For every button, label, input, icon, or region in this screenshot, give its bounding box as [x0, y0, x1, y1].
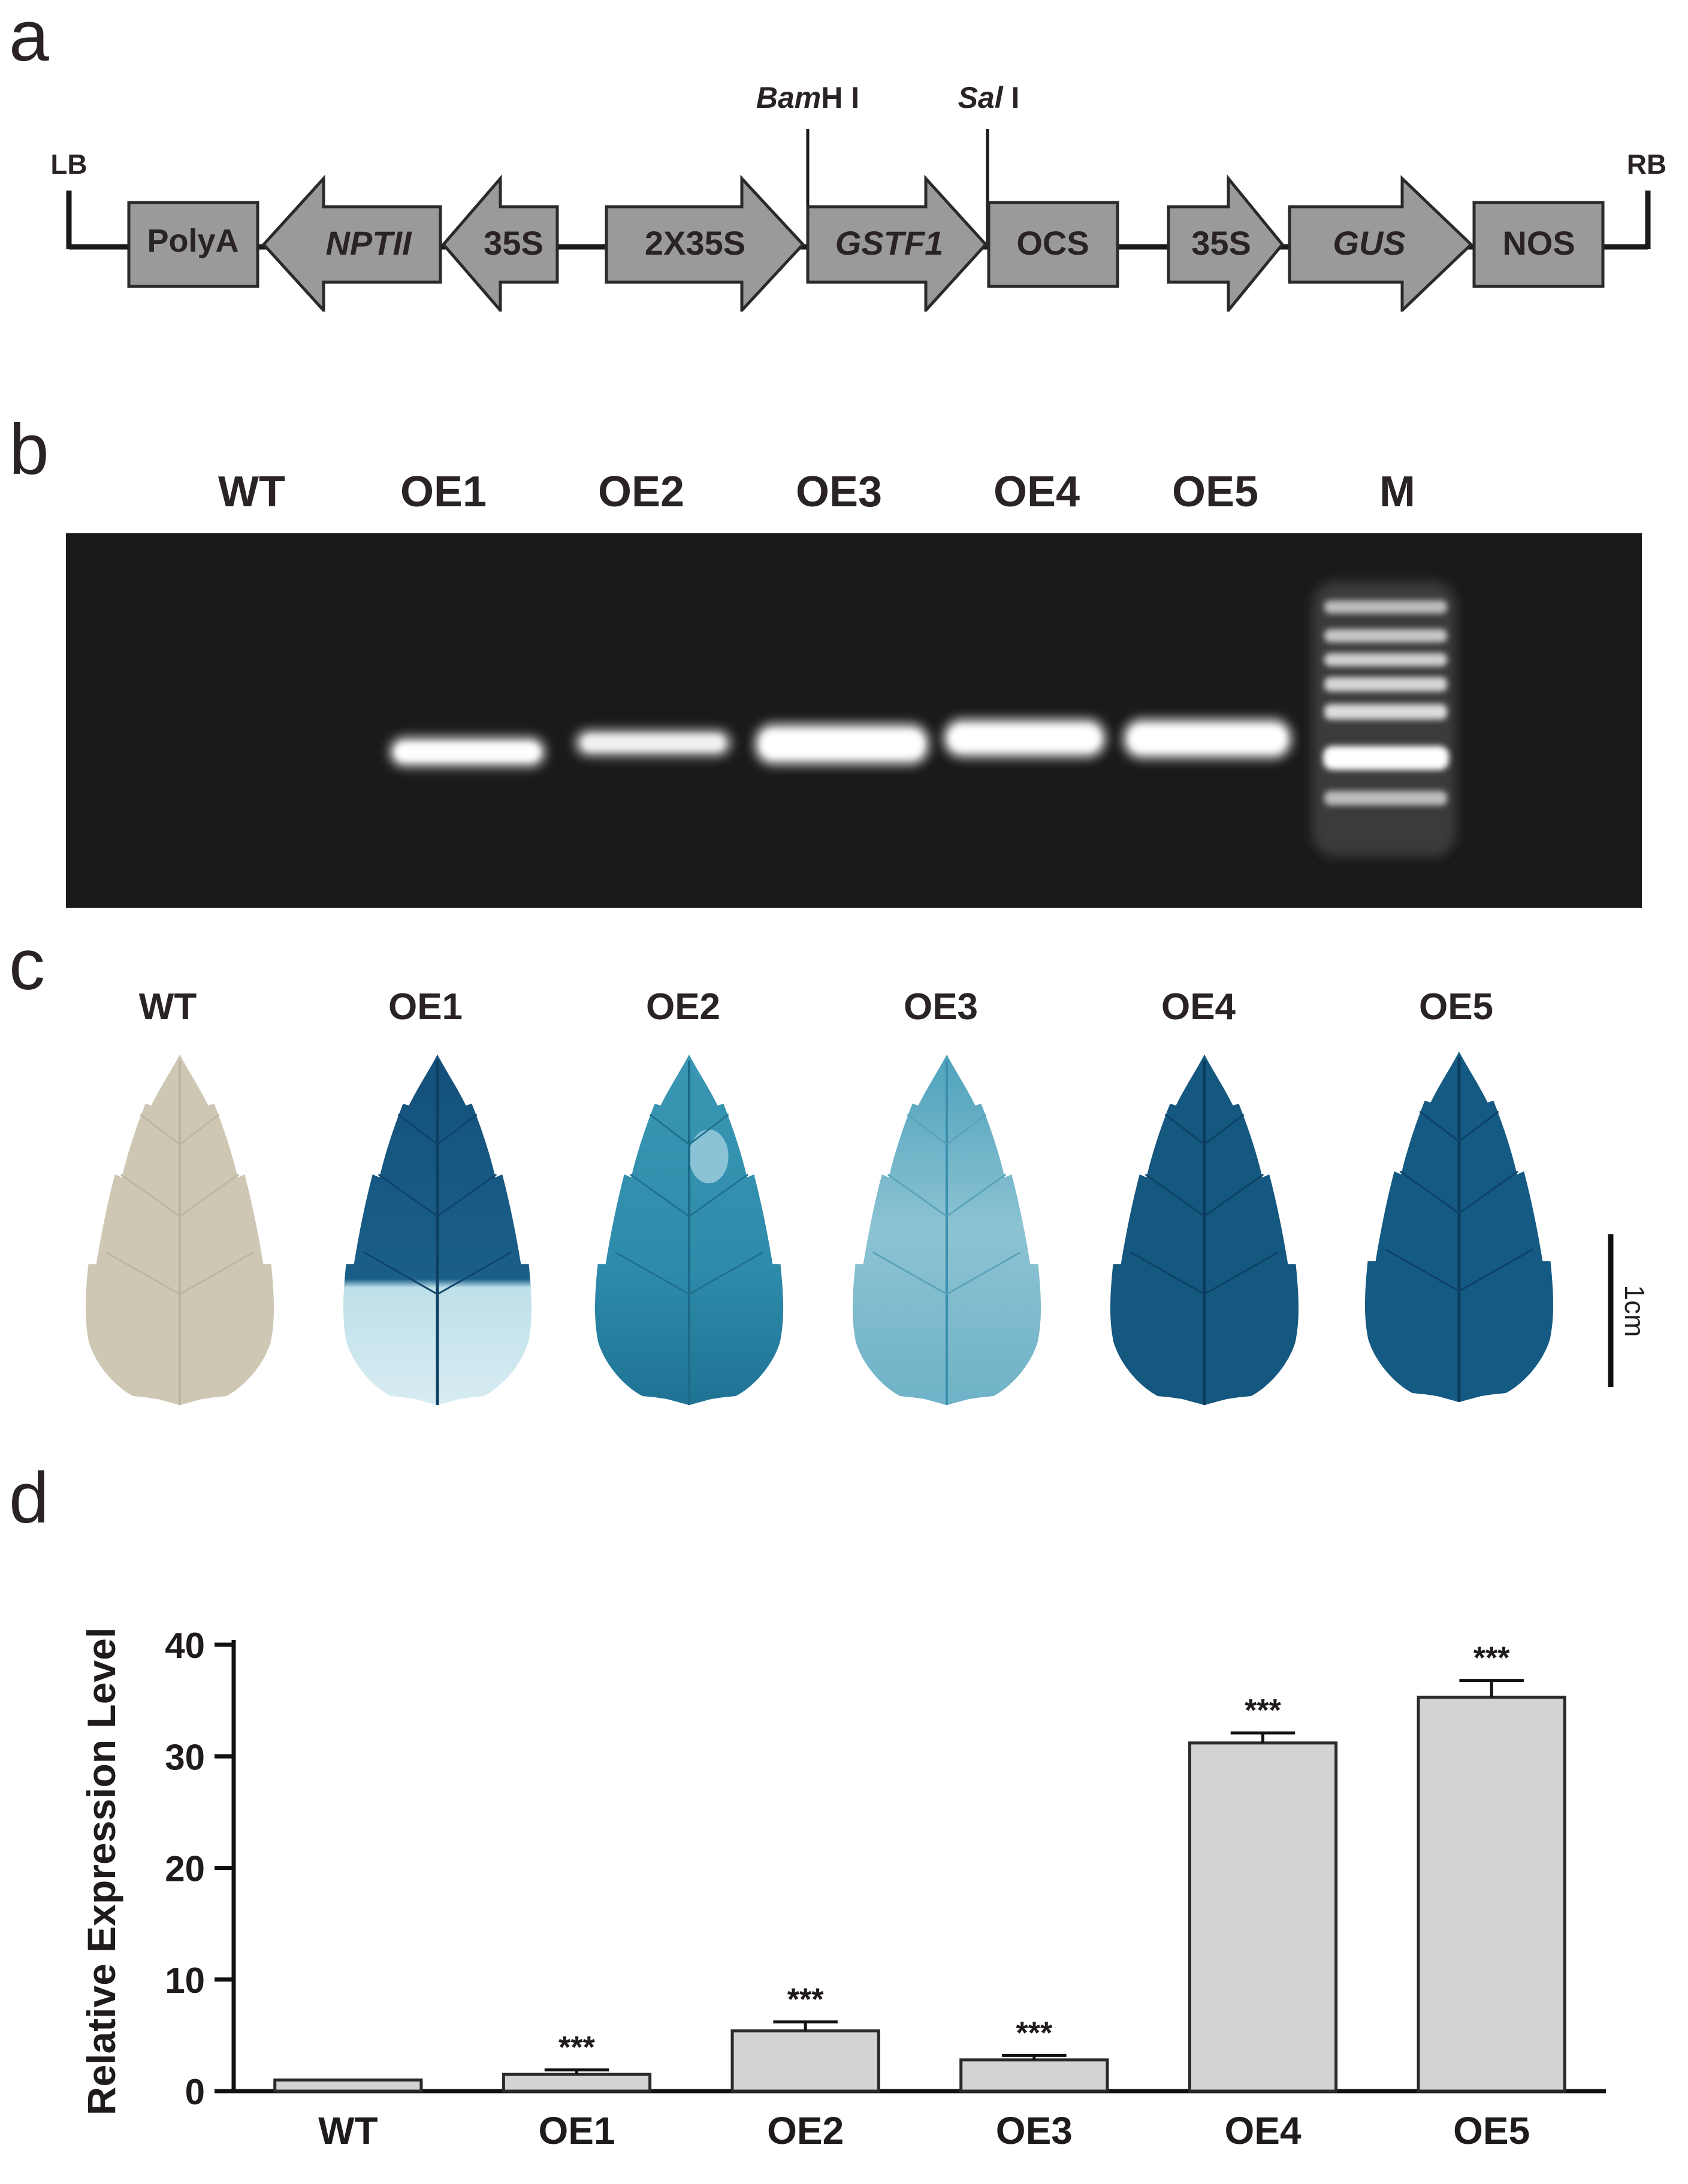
y-tick-label: 0	[185, 2072, 205, 2112]
leaf-oe4	[1110, 1055, 1299, 1405]
gel-lane-label-oe5: OE5	[1171, 468, 1259, 516]
leaf-oe2	[594, 1055, 784, 1405]
y-tick-label: 40	[165, 1626, 205, 1666]
35s-left-arrow	[441, 174, 559, 312]
gel-lane-label-oe3: OE3	[795, 468, 883, 516]
bar-wt	[273, 2078, 423, 2093]
2x35s-arrow	[605, 174, 805, 312]
panel-label-a: a	[9, 0, 49, 76]
x-tick-label: WT	[318, 2109, 378, 2152]
panel-label-b: b	[9, 409, 49, 490]
x-tick-label: OE1	[538, 2109, 615, 2152]
gel-lane-label-m: M	[1379, 468, 1415, 516]
gel-band-oe5	[1124, 719, 1291, 759]
polya-label: PolyA	[147, 223, 238, 259]
gel-lane-label-oe4: OE4	[993, 468, 1080, 516]
significance-label: ***	[1245, 1693, 1281, 1728]
x-tick-label: OE5	[1453, 2109, 1530, 2152]
significance-label: ***	[787, 1983, 824, 2017]
leaf-row: 1cm	[85, 1052, 1650, 1405]
gel-image	[66, 533, 1642, 908]
35s-right-arrow	[1167, 174, 1285, 312]
leaf-oe3	[852, 1055, 1041, 1405]
ocs-label: OCS	[1016, 224, 1089, 262]
nos-label: NOS	[1502, 224, 1575, 262]
rb-label: RB	[1627, 149, 1666, 180]
leaf-oe5	[1364, 1052, 1554, 1402]
lb-label: LB	[50, 149, 87, 180]
sali-site-label: Sal I	[958, 81, 1020, 114]
bar-oe3	[959, 2058, 1109, 2093]
y-tick-label: 30	[165, 1737, 205, 1777]
leaf-label-oe5: OE5	[1418, 986, 1494, 1028]
leaf-label-oe3: OE3	[903, 986, 979, 1028]
gel-lane-label-oe1: OE1	[400, 468, 487, 516]
bar-oe1	[502, 2073, 652, 2093]
x-tick-label: OE3	[996, 2109, 1073, 2152]
gel-lane-label-oe2: OE2	[597, 468, 685, 516]
polya-box	[127, 201, 259, 288]
leaf-label-oe1: OE1	[388, 986, 463, 1028]
gel-band-oe2	[575, 730, 731, 756]
gus-arrow	[1288, 175, 1473, 312]
panel-label-c: c	[9, 925, 45, 1005]
leaf-label-oe4: OE4	[1161, 986, 1236, 1028]
x-tick-label: OE2	[767, 2109, 844, 2152]
35s-left-label: 35S	[484, 224, 543, 262]
nptii-label: NPTII	[325, 224, 412, 262]
significance-label: ***	[1473, 1641, 1510, 1676]
scale-bar-label: 1cm	[1619, 1285, 1650, 1337]
y-tick-label: 10	[165, 1961, 205, 2001]
2x35s-label: 2X35S	[645, 224, 745, 262]
bar-oe5	[1417, 1696, 1566, 2093]
bar-oe2	[730, 2029, 880, 2093]
y-axis-title: Relative Expression Level	[79, 1627, 123, 2115]
expression-bar-chart: Relative Expression Level 0 10 20 30 40 WT **…	[79, 1626, 1606, 2152]
nptii-arrow	[261, 174, 442, 312]
nos-box	[1472, 201, 1605, 288]
panel-label-d: d	[9, 1458, 49, 1538]
bar-oe4	[1188, 1741, 1338, 2093]
gel-band-oe3	[755, 724, 929, 765]
leaf-label-wt: WT	[138, 986, 197, 1028]
ocs-box	[987, 201, 1119, 288]
significance-label: ***	[1016, 2016, 1052, 2050]
leaf-oe1	[343, 1055, 532, 1405]
gel-marker-ladder	[1312, 581, 1456, 857]
gel-band-oe4	[944, 719, 1106, 757]
y-tick-label: 20	[165, 1849, 205, 1889]
gel-lane-label-wt: WT	[218, 468, 285, 516]
gstf1-arrow	[806, 174, 988, 312]
leaf-label-oe2: OE2	[645, 986, 721, 1028]
x-tick-label: OE4	[1224, 2109, 1301, 2152]
construct-diagram: LB RB BamH I Sal I PolyA NPTII 35S 2X35S…	[50, 81, 1666, 312]
significance-label: ***	[558, 2031, 595, 2065]
gel-band-oe1	[389, 737, 545, 767]
gus-label: GUS	[1333, 224, 1405, 262]
35s-right-label: 35S	[1191, 224, 1251, 262]
gstf1-label: GSTF1	[835, 224, 943, 262]
leaf-wt	[85, 1055, 274, 1405]
bamhi-site-label: BamH I	[756, 81, 859, 114]
